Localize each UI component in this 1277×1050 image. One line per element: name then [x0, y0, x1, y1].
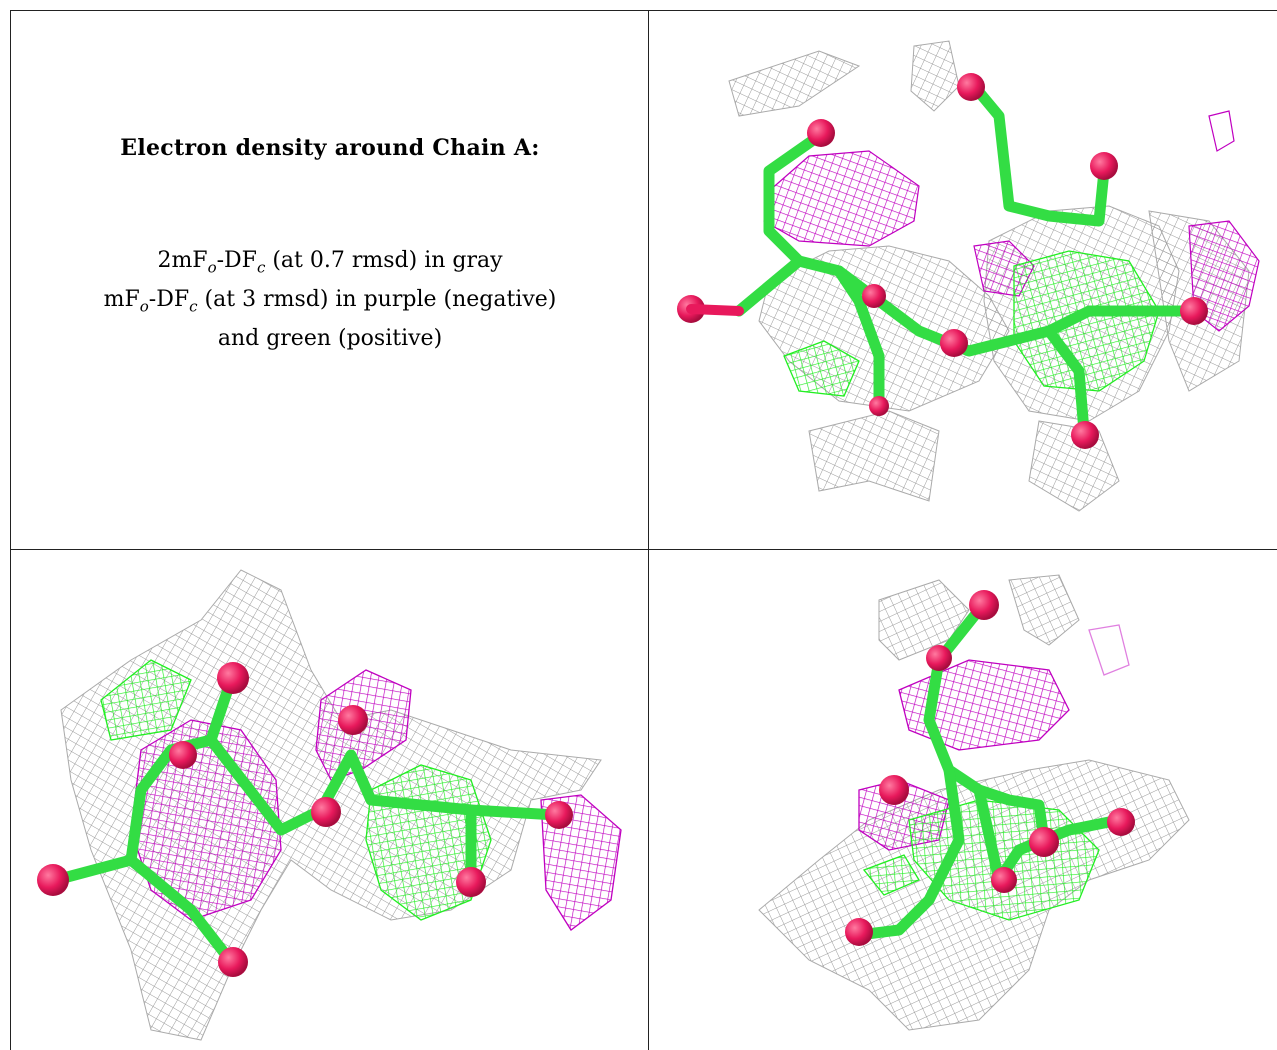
oxygen-atom [338, 705, 368, 735]
oxygen-atom [991, 867, 1017, 893]
molecule-render-bottom-left [37, 569, 622, 1041]
top-right-view [649, 11, 1277, 549]
caption-line-2-mid: -DF [148, 287, 190, 312]
caption-cell: Electron density around Chain A: 2mFo-DF… [10, 10, 650, 550]
caption-line-2-sub-o: o [139, 297, 149, 316]
oxygen-atom [217, 662, 249, 694]
caption-line-1-suffix: (at 0.7 rmsd) in gray [265, 248, 503, 273]
oxygen-atom [969, 590, 999, 620]
oxygen-atom [879, 775, 909, 805]
oxygen-atom [940, 329, 968, 357]
caption-line-2: mFo-DFc (at 3 rmsd) in purple (negative) [10, 287, 650, 315]
oxygen-atom [1107, 808, 1135, 836]
caption-line-2-prefix: mF [103, 287, 140, 312]
oxygen-atom [1090, 152, 1118, 180]
oxygen-atom [926, 645, 952, 671]
caption-line-3: and green (positive) [217, 326, 443, 351]
oxygen-atom [862, 284, 886, 308]
oxygen-atom [807, 119, 835, 147]
caption-line-1-prefix: 2mF [157, 248, 208, 273]
caption-line-2-sub-c: c [189, 297, 198, 316]
caption-line-1-sub-o: o [207, 258, 217, 277]
bottom-right-view [649, 550, 1277, 1050]
molecule-render-bottom-right [758, 574, 1190, 1031]
oxygen-atom [957, 73, 985, 101]
oxygen-atom [869, 396, 889, 416]
oxygen-atom [456, 867, 486, 897]
caption-title: Electron density around Chain A: [120, 135, 540, 161]
table-border-middle [10, 549, 1277, 550]
oxygen-atom [545, 801, 573, 829]
oxygen-atom [218, 947, 248, 977]
caption-line-1: 2mFo-DFc (at 0.7 rmsd) in gray [10, 248, 650, 276]
oxygen-atom [1029, 827, 1059, 857]
oxygen-atom [311, 797, 341, 827]
bottom-left-view [11, 550, 648, 1050]
oxygen-atom [845, 918, 873, 946]
caption-line-1-mid: -DF [216, 248, 257, 273]
caption-line-2-suffix: (at 3 rmsd) in purple (negative) [197, 287, 557, 312]
figure-table: Electron density around Chain A: 2mFo-DF… [10, 10, 1277, 1050]
oxygen-atom [37, 864, 69, 896]
oxygen-atom [169, 741, 197, 769]
table-border-left [10, 10, 11, 1050]
oxygen-atom [1180, 297, 1208, 325]
caption-line-1-sub-c: c [256, 258, 266, 277]
table-border-center [648, 10, 649, 1050]
oxygen-atom [1071, 421, 1099, 449]
table-border-top [10, 10, 1277, 11]
molecule-render-top-right [677, 40, 1260, 512]
